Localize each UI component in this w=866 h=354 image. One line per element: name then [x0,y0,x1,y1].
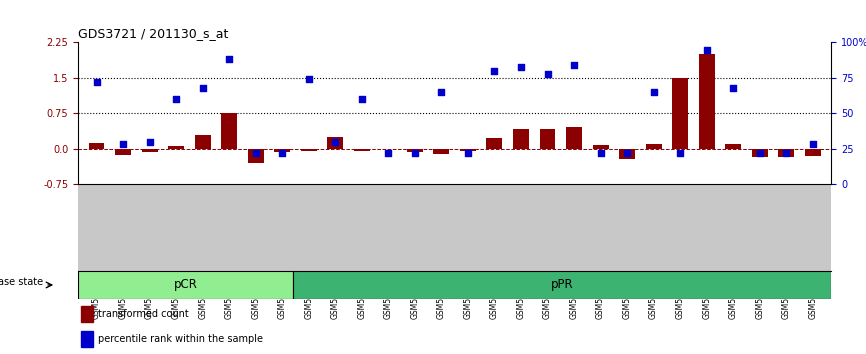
Point [328,139,342,144]
Point [196,85,210,91]
Point [275,150,289,156]
Bar [327,137,343,149]
Bar [354,149,370,151]
Point [647,89,661,95]
Bar [805,149,821,156]
Text: pPR: pPR [551,279,573,291]
Point [435,89,449,95]
Bar [487,138,502,149]
Point [567,62,581,68]
Point [673,150,687,156]
Bar [115,149,131,155]
Text: pCR: pCR [174,279,197,291]
Point [753,150,766,156]
Bar [221,113,237,149]
Bar [81,331,93,347]
Point [223,57,236,62]
Bar [407,149,423,153]
Bar [433,149,449,154]
Bar [646,144,662,149]
Point [89,79,103,85]
Bar [540,129,555,149]
Bar [275,149,290,152]
Bar [248,149,263,163]
Bar [142,149,158,153]
Point [249,150,262,156]
Bar [78,271,294,299]
Text: transformed count: transformed count [98,309,188,319]
Bar [81,306,93,322]
Bar [294,271,831,299]
Text: disease state: disease state [0,277,43,287]
Point [806,142,820,147]
Bar [725,144,741,149]
Bar [619,149,635,159]
Point [143,139,157,144]
Point [727,85,740,91]
Bar [592,145,609,149]
Bar [699,54,714,149]
Point [116,142,130,147]
Point [461,150,475,156]
Point [488,68,501,74]
Bar [752,149,767,157]
Point [514,64,528,69]
Text: percentile rank within the sample: percentile rank within the sample [98,334,262,344]
Bar [779,149,794,157]
Point [540,71,554,76]
Bar [88,143,105,149]
Point [700,47,714,52]
Point [408,150,422,156]
Point [381,150,395,156]
Bar [301,149,317,151]
Point [355,96,369,102]
Bar [672,78,688,149]
Text: GDS3721 / 201130_s_at: GDS3721 / 201130_s_at [78,27,229,40]
Bar [513,129,529,149]
Bar [168,146,184,149]
Bar [566,127,582,149]
Point [169,96,183,102]
Point [302,76,316,82]
Bar [460,149,476,151]
Point [779,150,793,156]
Point [593,150,607,156]
Point [620,150,634,156]
Bar [195,135,210,149]
